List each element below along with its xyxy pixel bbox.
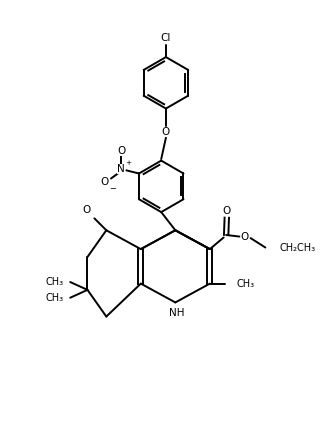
Text: CH₃: CH₃	[45, 277, 64, 287]
Text: NH: NH	[169, 308, 185, 319]
Text: N: N	[117, 164, 125, 174]
Text: O: O	[162, 127, 170, 137]
Text: CH₂CH₃: CH₂CH₃	[280, 242, 316, 253]
Text: O: O	[101, 177, 109, 187]
Text: O: O	[241, 232, 249, 241]
Text: −: −	[109, 184, 116, 193]
Text: O: O	[223, 206, 231, 216]
Text: O: O	[117, 146, 125, 156]
Text: +: +	[125, 160, 132, 167]
Text: Cl: Cl	[161, 33, 171, 43]
Text: CH₃: CH₃	[237, 279, 255, 289]
Text: CH₃: CH₃	[45, 293, 64, 303]
Text: O: O	[83, 205, 91, 215]
